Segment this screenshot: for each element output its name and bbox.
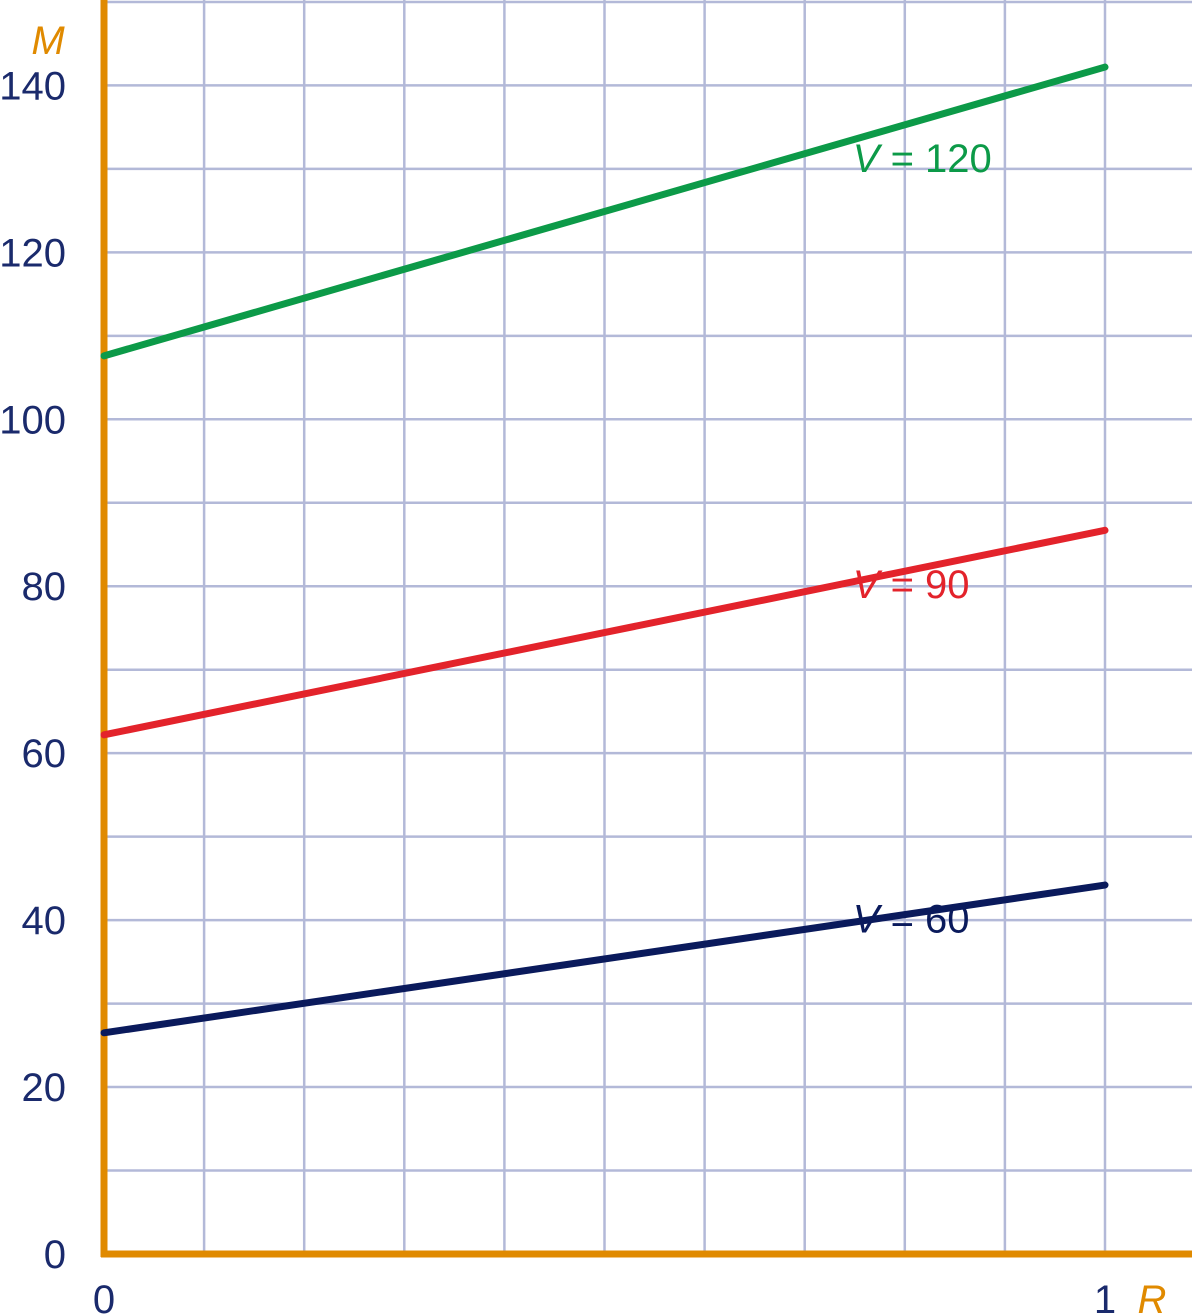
x-tick-label: 0 xyxy=(93,1278,115,1316)
series-line xyxy=(100,881,1109,1037)
y-tick-label: 40 xyxy=(22,899,67,943)
series-label: V = 120 xyxy=(853,137,992,181)
series-line xyxy=(100,63,1109,360)
x-tick-label: 1 xyxy=(1094,1278,1116,1316)
y-tick-label: 20 xyxy=(22,1066,67,1110)
y-axis-label: M xyxy=(31,19,65,63)
x-axis-label: R xyxy=(1138,1278,1167,1316)
series-lines xyxy=(100,63,1109,1037)
series-label: V = 60 xyxy=(853,898,970,942)
y-tick-label: 60 xyxy=(22,732,67,776)
axes xyxy=(100,0,1192,1258)
grid xyxy=(104,0,1192,1254)
y-tick-label: 80 xyxy=(22,565,67,609)
y-tick-label: 100 xyxy=(0,398,66,442)
y-tick-label: 120 xyxy=(0,231,66,275)
series-label: V = 90 xyxy=(853,563,970,607)
y-tick-label: 140 xyxy=(0,64,66,108)
series-line xyxy=(100,526,1109,739)
y-tick-label: 0 xyxy=(44,1233,66,1277)
labels: 0 20 40 60 80 100 120 140 0 1 M R V = 60 V = 90 V = 12… xyxy=(0,19,1166,1316)
